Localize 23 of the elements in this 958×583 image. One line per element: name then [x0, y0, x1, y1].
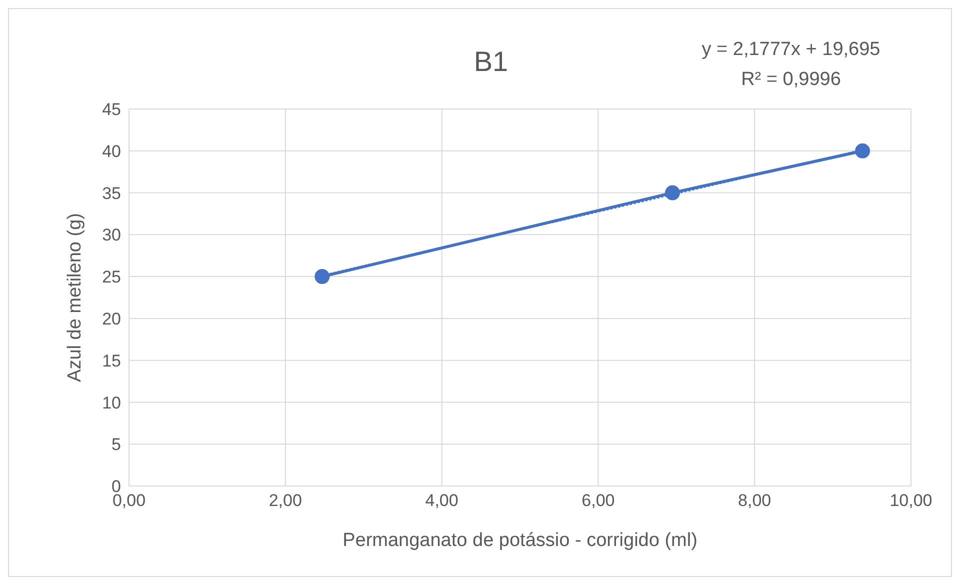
- text: y = 2,1777x + 19,695: [702, 39, 880, 60]
- y-tick-label: 40: [102, 142, 121, 161]
- x-axis-title: Permanganato de potássio - corrigido (ml): [342, 530, 698, 551]
- x-tick-label: 8,00: [738, 491, 772, 510]
- y-axis-title: Azul de metileno (g): [64, 213, 86, 382]
- x-tick-label: 6,00: [582, 491, 615, 510]
- point: [664, 185, 680, 200]
- y-tick-label: 30: [102, 226, 121, 245]
- x-tick-label: 10,00: [890, 491, 932, 510]
- x-tick-label: 0,00: [112, 491, 146, 510]
- y-tick-label: 25: [102, 268, 121, 287]
- y-tick-label: 45: [102, 100, 121, 120]
- x-tick-label: 4,00: [425, 491, 458, 510]
- chart-title: B1: [474, 46, 508, 77]
- point: [314, 269, 330, 284]
- text: R² = 0,9996: [741, 69, 841, 90]
- x-tick-label: 2,00: [268, 491, 302, 510]
- y-tick-label: 35: [102, 184, 121, 203]
- y-tick-label: 20: [102, 309, 121, 328]
- y-tick-label: 10: [102, 393, 121, 412]
- y-tick-label: 5: [112, 435, 121, 454]
- y-tick-label: 15: [102, 351, 121, 370]
- point: [855, 143, 870, 158]
